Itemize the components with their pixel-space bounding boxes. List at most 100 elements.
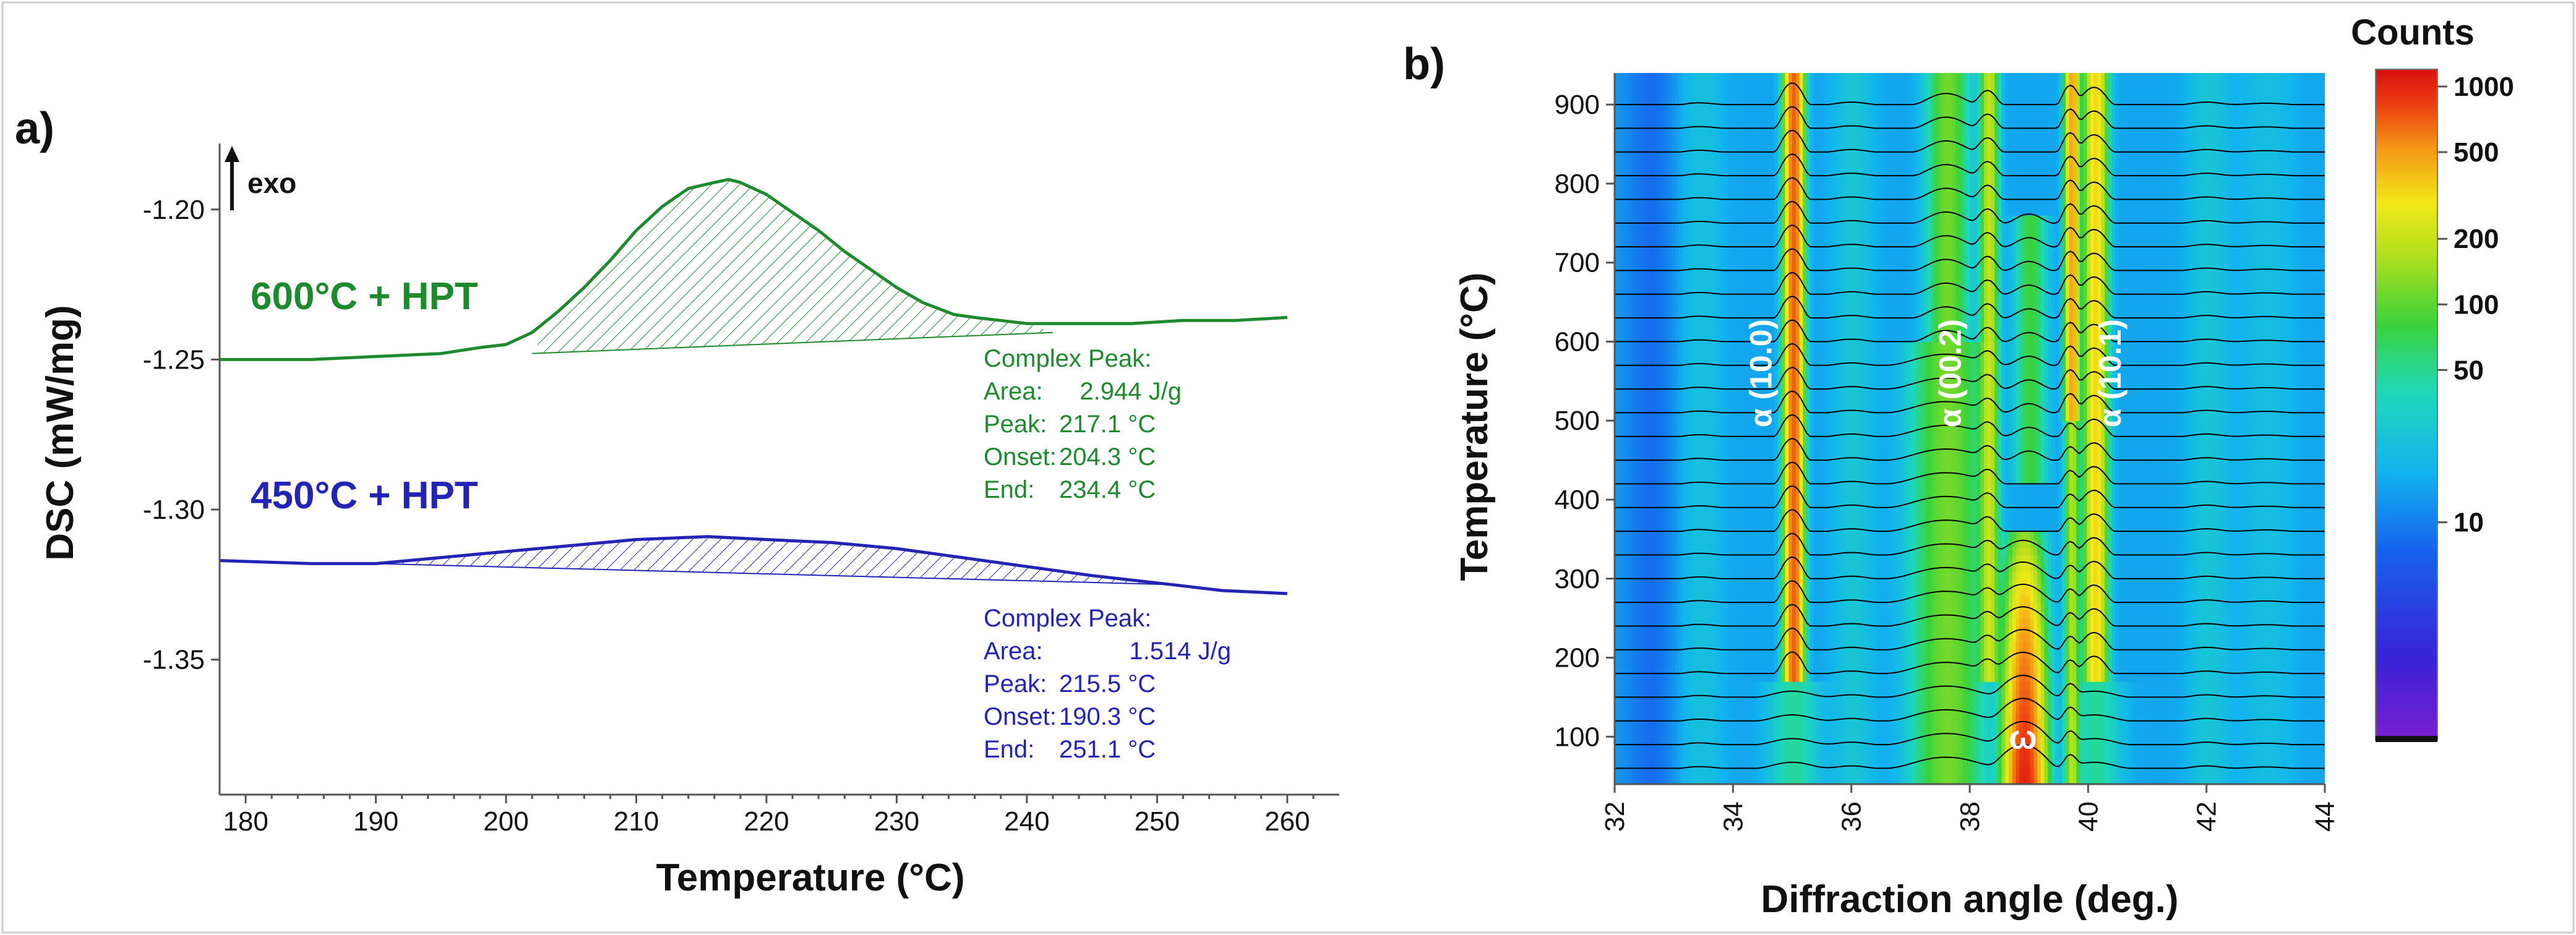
heatmap-cell: [1767, 199, 1772, 208]
heatmap-cell: [1724, 500, 1729, 508]
heatmap-cell: [1724, 452, 1729, 461]
heatmap-cell: [1760, 223, 1764, 232]
heatmap-cell: [1799, 452, 1803, 461]
heatmap-cell: [1632, 610, 1637, 619]
heatmap-cell: [1632, 665, 1637, 674]
heatmap-cell: [1746, 539, 1750, 548]
heatmap-cell: [1774, 665, 1779, 674]
heatmap-cell: [1707, 531, 1711, 540]
heatmap-cell: [1642, 168, 1647, 176]
heatmap-cell: [1750, 760, 1754, 769]
heatmap-cell: [1632, 649, 1637, 659]
heatmap-cell: [1675, 444, 1680, 453]
heatmap-cell: [1621, 752, 1626, 761]
heatmap-cell: [1721, 183, 1725, 192]
heatmap-cell: [1615, 436, 1619, 445]
heatmap-cell: [1671, 421, 1676, 429]
heatmap-cell: [1615, 681, 1619, 690]
heatmap-cell: [1639, 681, 1644, 690]
heatmap-cell: [1735, 760, 1740, 769]
heatmap-cell: [1707, 160, 1711, 169]
heatmap-cell: [1682, 105, 1686, 113]
heatmap-cell: [1682, 262, 1686, 271]
heatmap-cell: [1803, 262, 1807, 271]
heatmap-cell: [1795, 191, 1800, 200]
heatmap-cell: [1646, 136, 1651, 145]
heatmap-cell: [1703, 310, 1707, 318]
heatmap-cell: [1717, 112, 1722, 121]
heatmap-cell: [1746, 776, 1750, 784]
heatmap-cell: [1799, 112, 1803, 121]
heatmap-cell: [1615, 571, 1619, 579]
heatmap-cell: [1675, 760, 1680, 769]
heatmap-cell: [1654, 547, 1658, 556]
heatmap-cell: [1724, 713, 1729, 722]
heatmap-cell: [1767, 444, 1772, 453]
heatmap-cell: [1738, 507, 1743, 516]
heatmap-cell: [1774, 396, 1779, 406]
heatmap-cell: [1714, 642, 1719, 651]
heatmap-cell: [1629, 381, 1633, 390]
heatmap-cell: [1714, 452, 1719, 461]
heatmap-cell: [1728, 207, 1733, 216]
heatmap-cell: [1750, 349, 1754, 358]
heatmap-cell: [1778, 412, 1782, 421]
heatmap-cell: [1728, 152, 1733, 161]
heatmap-cell: [1632, 492, 1637, 500]
heatmap-cell: [1636, 713, 1640, 722]
heatmap-cell: [1735, 547, 1740, 556]
heatmap-cell: [1750, 286, 1754, 295]
heatmap-cell: [1693, 318, 1697, 327]
baseline-600: [532, 331, 1054, 354]
heatmap-cell: [1721, 547, 1725, 556]
heatmap-cell: [1639, 396, 1644, 406]
heatmap-cell: [1629, 278, 1633, 287]
heatmap-cell: [1724, 776, 1729, 784]
heatmap-cell: [1714, 523, 1719, 532]
heatmap-cell: [1774, 578, 1779, 587]
heatmap-cell: [1806, 571, 1811, 579]
heatmap-cell: [1703, 278, 1707, 287]
heatmap-cell: [1654, 73, 1658, 82]
heatmap-cell: [1671, 333, 1676, 343]
heatmap-cell: [1750, 681, 1754, 690]
heatmap-cell: [1685, 207, 1690, 216]
heatmap-cell: [1671, 136, 1676, 145]
heatmap-cell: [1781, 310, 1786, 318]
heatmap-cell: [1803, 626, 1807, 634]
heatmap-cell: [1714, 634, 1719, 643]
heatmap-cell: [1689, 278, 1693, 287]
heatmap-cell: [1696, 500, 1701, 508]
heatmap-cell: [1693, 144, 1697, 153]
heatmap-cell: [1746, 602, 1750, 611]
heatmap-cell: [1618, 183, 1623, 192]
heatmap-cell: [1629, 294, 1633, 303]
heatmap-cell: [1642, 120, 1647, 129]
heatmap-cell: [1795, 73, 1800, 82]
heatmap-cell: [1615, 626, 1619, 634]
heatmap-cell: [1753, 112, 1758, 121]
heatmap-cell: [1621, 555, 1626, 563]
heatmap-cell: [1618, 144, 1623, 153]
heatmap-cell: [1639, 429, 1644, 437]
heatmap-cell: [1764, 136, 1768, 145]
heatmap-cell: [1636, 421, 1640, 429]
heatmap-cell: [1699, 152, 1704, 161]
heatmap-cell: [1629, 626, 1633, 634]
heatmap-cell: [1639, 381, 1644, 390]
heatmap-cell: [1646, 444, 1651, 453]
heatmap-cell: [1778, 373, 1782, 382]
heatmap-cell: [1696, 776, 1701, 784]
heatmap-cell: [1735, 736, 1740, 745]
heatmap-cell: [1685, 602, 1690, 611]
heatmap-cell: [1721, 120, 1725, 129]
heatmap-cell: [1636, 278, 1640, 287]
heatmap-cell: [1724, 610, 1729, 619]
heatmap-cell: [1693, 642, 1697, 651]
heatmap-cell: [1693, 468, 1697, 477]
heatmap-cell: [1742, 484, 1747, 492]
heatmap-cell: [1657, 120, 1662, 129]
heatmap-cell: [1696, 349, 1701, 358]
heatmap-cell: [1795, 144, 1800, 153]
heatmap-cell: [1632, 555, 1637, 563]
